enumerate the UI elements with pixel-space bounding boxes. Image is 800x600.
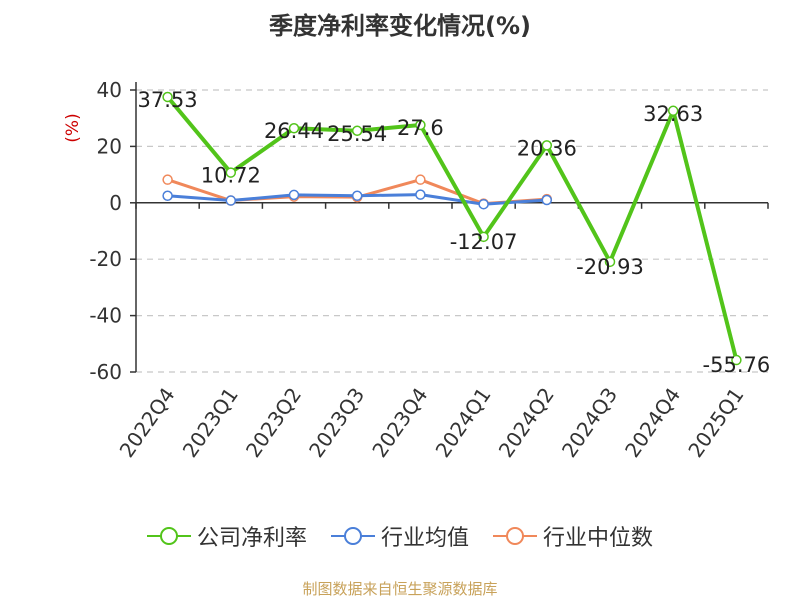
data-label: 26.44 [264, 119, 324, 143]
data-point [541, 140, 553, 151]
y-tick-label: -60 [89, 360, 122, 384]
x-tick-label: 2024Q2 [494, 383, 559, 462]
data-label: 20.36 [517, 136, 577, 160]
data-label: 10.72 [201, 164, 261, 188]
data-label: 27.6 [397, 116, 444, 140]
data-point [478, 231, 489, 243]
legend-item[interactable]: 行业均值 [330, 520, 469, 552]
legend-item[interactable]: 行业中位数 [493, 520, 653, 552]
data-label: -12.07 [450, 230, 518, 254]
data-label: -55.76 [703, 353, 771, 377]
x-tick-label: 2025Q1 [683, 383, 748, 462]
data-label: 37.53 [138, 88, 198, 112]
y-tick-label: -20 [89, 247, 122, 271]
legend-swatch-icon [330, 527, 375, 545]
data-point [541, 194, 553, 206]
data-point [225, 167, 237, 178]
y-tick-label: 40 [97, 78, 122, 102]
series-layer [162, 91, 742, 366]
data-point [478, 198, 489, 210]
data-point [667, 105, 679, 117]
data-point [731, 354, 742, 366]
data-point [288, 189, 300, 201]
series-line [166, 95, 739, 361]
x-tick-label: 2023Q2 [241, 383, 306, 462]
x-tick-label: 2024Q1 [431, 383, 496, 462]
legend-item[interactable]: 公司净利率 [146, 520, 307, 552]
y-tick-label: 20 [97, 134, 122, 158]
x-tick-label: 2023Q4 [367, 383, 432, 462]
x-tick-label: 2023Q3 [304, 383, 369, 462]
chart-title: 季度净利率变化情况(%) [269, 12, 531, 40]
x-tick-label: 2024Q3 [557, 383, 622, 462]
legend-swatch-icon [493, 527, 537, 545]
legend-label: 行业中位数 [543, 526, 654, 551]
x-tick-label: 2023Q1 [178, 383, 243, 462]
x-tick-label: 2022Q4 [115, 383, 180, 462]
data-label: -20.93 [576, 255, 644, 279]
data-point [225, 195, 237, 206]
x-tick-label: 2024Q4 [620, 383, 685, 462]
data-point [415, 174, 426, 185]
data-label: 25.54 [327, 122, 387, 146]
data-point [415, 119, 426, 131]
source-note: 制图数据来自恒生聚源数据库 [302, 580, 498, 598]
legend-label: 行业均值 [380, 526, 469, 551]
y-axis-label: (%) [63, 113, 83, 142]
y-tick-label: -40 [89, 304, 122, 328]
data-point [351, 125, 363, 137]
data-point [288, 122, 300, 134]
data-label: 32.63 [643, 102, 703, 126]
y-tick-label: 0 [109, 191, 122, 215]
data-point [415, 189, 426, 200]
legend-label: 公司净利率 [196, 526, 307, 551]
data-point [162, 190, 173, 201]
data-point [162, 174, 173, 185]
data-point [162, 91, 173, 103]
legend: 公司净利率 行业均值 行业中位数 [0, 520, 800, 552]
data-point [351, 190, 363, 201]
legend-swatch-icon [146, 527, 191, 545]
data-point [604, 256, 616, 268]
